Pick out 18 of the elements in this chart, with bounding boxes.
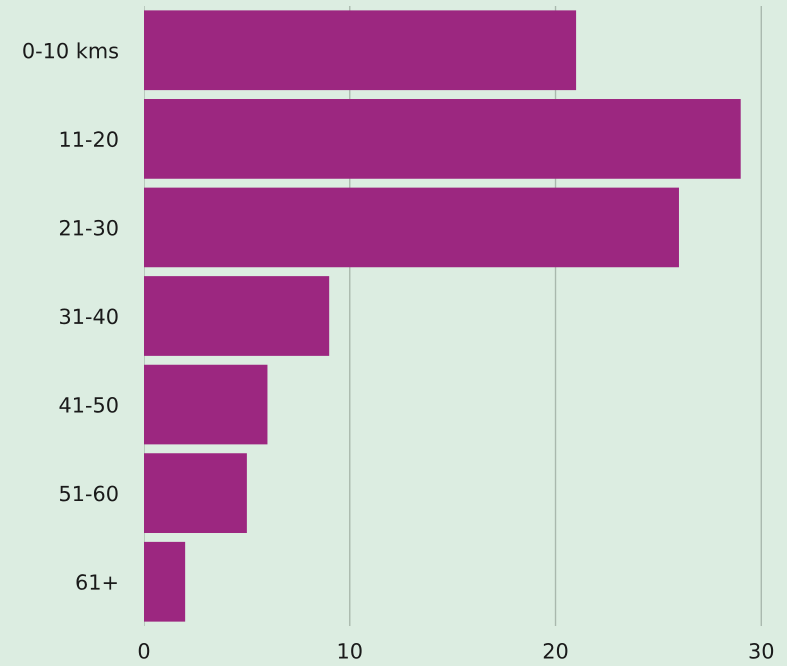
y-tick-label: 41-50 bbox=[59, 397, 118, 413]
bar bbox=[144, 453, 247, 533]
bar bbox=[144, 276, 330, 356]
y-tick-label: 0-10 kms bbox=[23, 42, 118, 58]
x-tick-label: 0 bbox=[138, 643, 150, 659]
y-tick-label: 21-30 bbox=[60, 220, 118, 236]
bar bbox=[144, 542, 186, 622]
x-tick-label: 20 bbox=[544, 643, 568, 659]
y-tick-label: 61+ bbox=[76, 574, 117, 590]
bar bbox=[144, 188, 679, 268]
x-tick-label: 30 bbox=[750, 643, 774, 659]
bar bbox=[144, 364, 268, 444]
y-tick-label: 31-40 bbox=[60, 308, 118, 324]
y-tick-label: 11-20 bbox=[60, 131, 118, 148]
bar bbox=[144, 99, 741, 179]
bar bbox=[144, 10, 576, 90]
x-tick-label: 10 bbox=[338, 643, 362, 659]
y-tick-label: 51-60 bbox=[60, 486, 118, 502]
